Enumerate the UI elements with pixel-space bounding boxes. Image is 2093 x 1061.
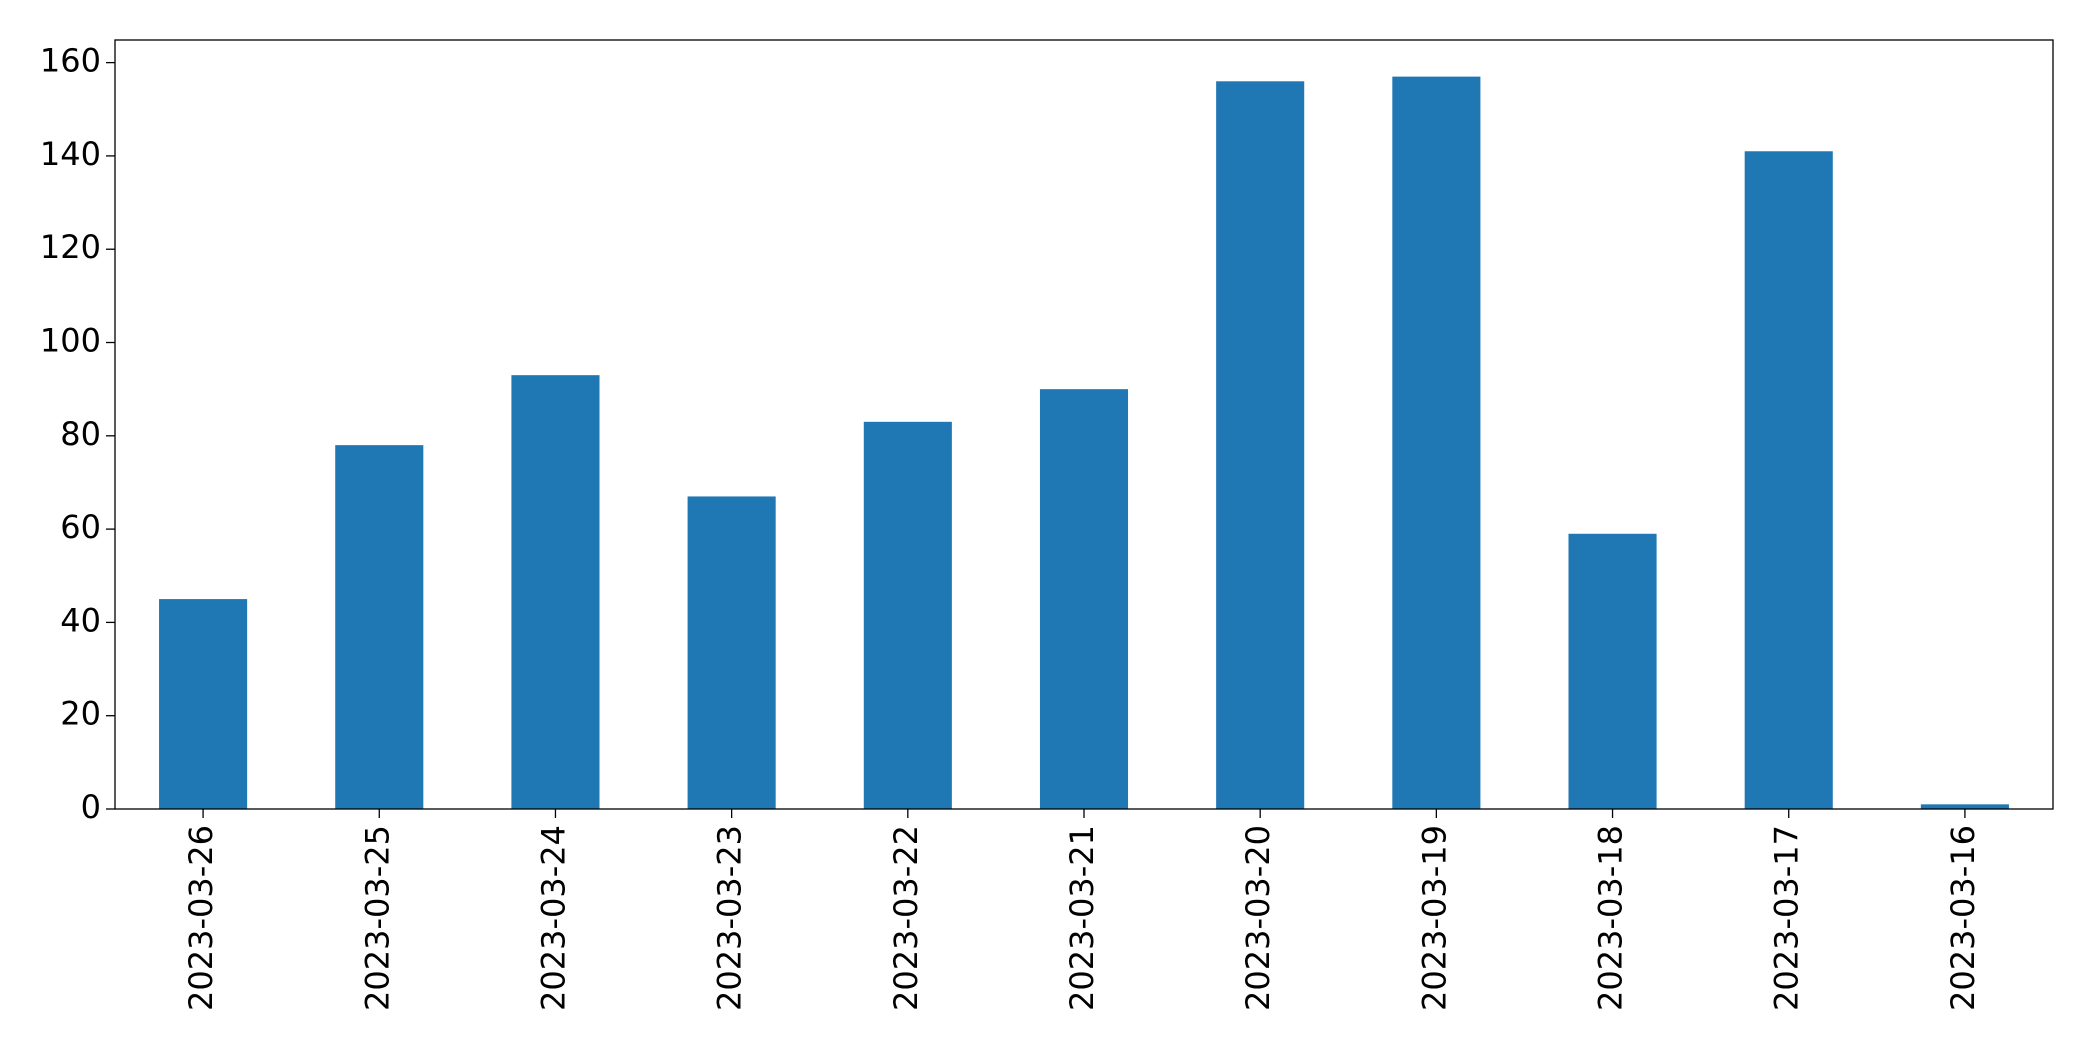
bar: [1216, 81, 1305, 810]
y-tick-label: 140: [40, 135, 101, 173]
x-tick-label: 2023-03-22: [887, 825, 925, 1011]
x-tick-label: 2023-03-25: [358, 825, 396, 1011]
y-tick-label: 100: [40, 322, 101, 360]
x-tick-label: 2023-03-26: [182, 825, 220, 1011]
y-tick-label: 20: [60, 695, 101, 733]
bar: [159, 599, 248, 809]
x-tick-label: 2023-03-24: [534, 825, 572, 1011]
y-tick-label: 120: [40, 228, 101, 266]
x-tick-label: 2023-03-16: [1944, 825, 1982, 1011]
bar: [1568, 533, 1657, 809]
plot-frame: [114, 39, 2054, 810]
x-tick-label: 2023-03-20: [1239, 825, 1277, 1011]
x-tick-label: 2023-03-19: [1415, 825, 1453, 1011]
bar: [687, 496, 776, 809]
y-tick-label: 40: [60, 601, 101, 639]
bar: [1920, 804, 2009, 809]
x-tick-label: 2023-03-21: [1063, 825, 1101, 1011]
y-tick-label: 0: [81, 788, 101, 826]
bar: [335, 445, 424, 809]
bar: [1744, 151, 1833, 809]
x-tick-label: 2023-03-23: [711, 825, 749, 1011]
bar: [863, 421, 952, 809]
y-tick-label: 160: [40, 42, 101, 80]
y-tick-label: 60: [60, 508, 101, 546]
bar: [1039, 389, 1129, 809]
x-tick-label: 2023-03-17: [1768, 825, 1806, 1011]
bar: [1392, 76, 1481, 810]
x-tick-label: 2023-03-18: [1592, 825, 1630, 1011]
y-tick-label: 80: [60, 415, 101, 453]
bar: [511, 375, 600, 809]
